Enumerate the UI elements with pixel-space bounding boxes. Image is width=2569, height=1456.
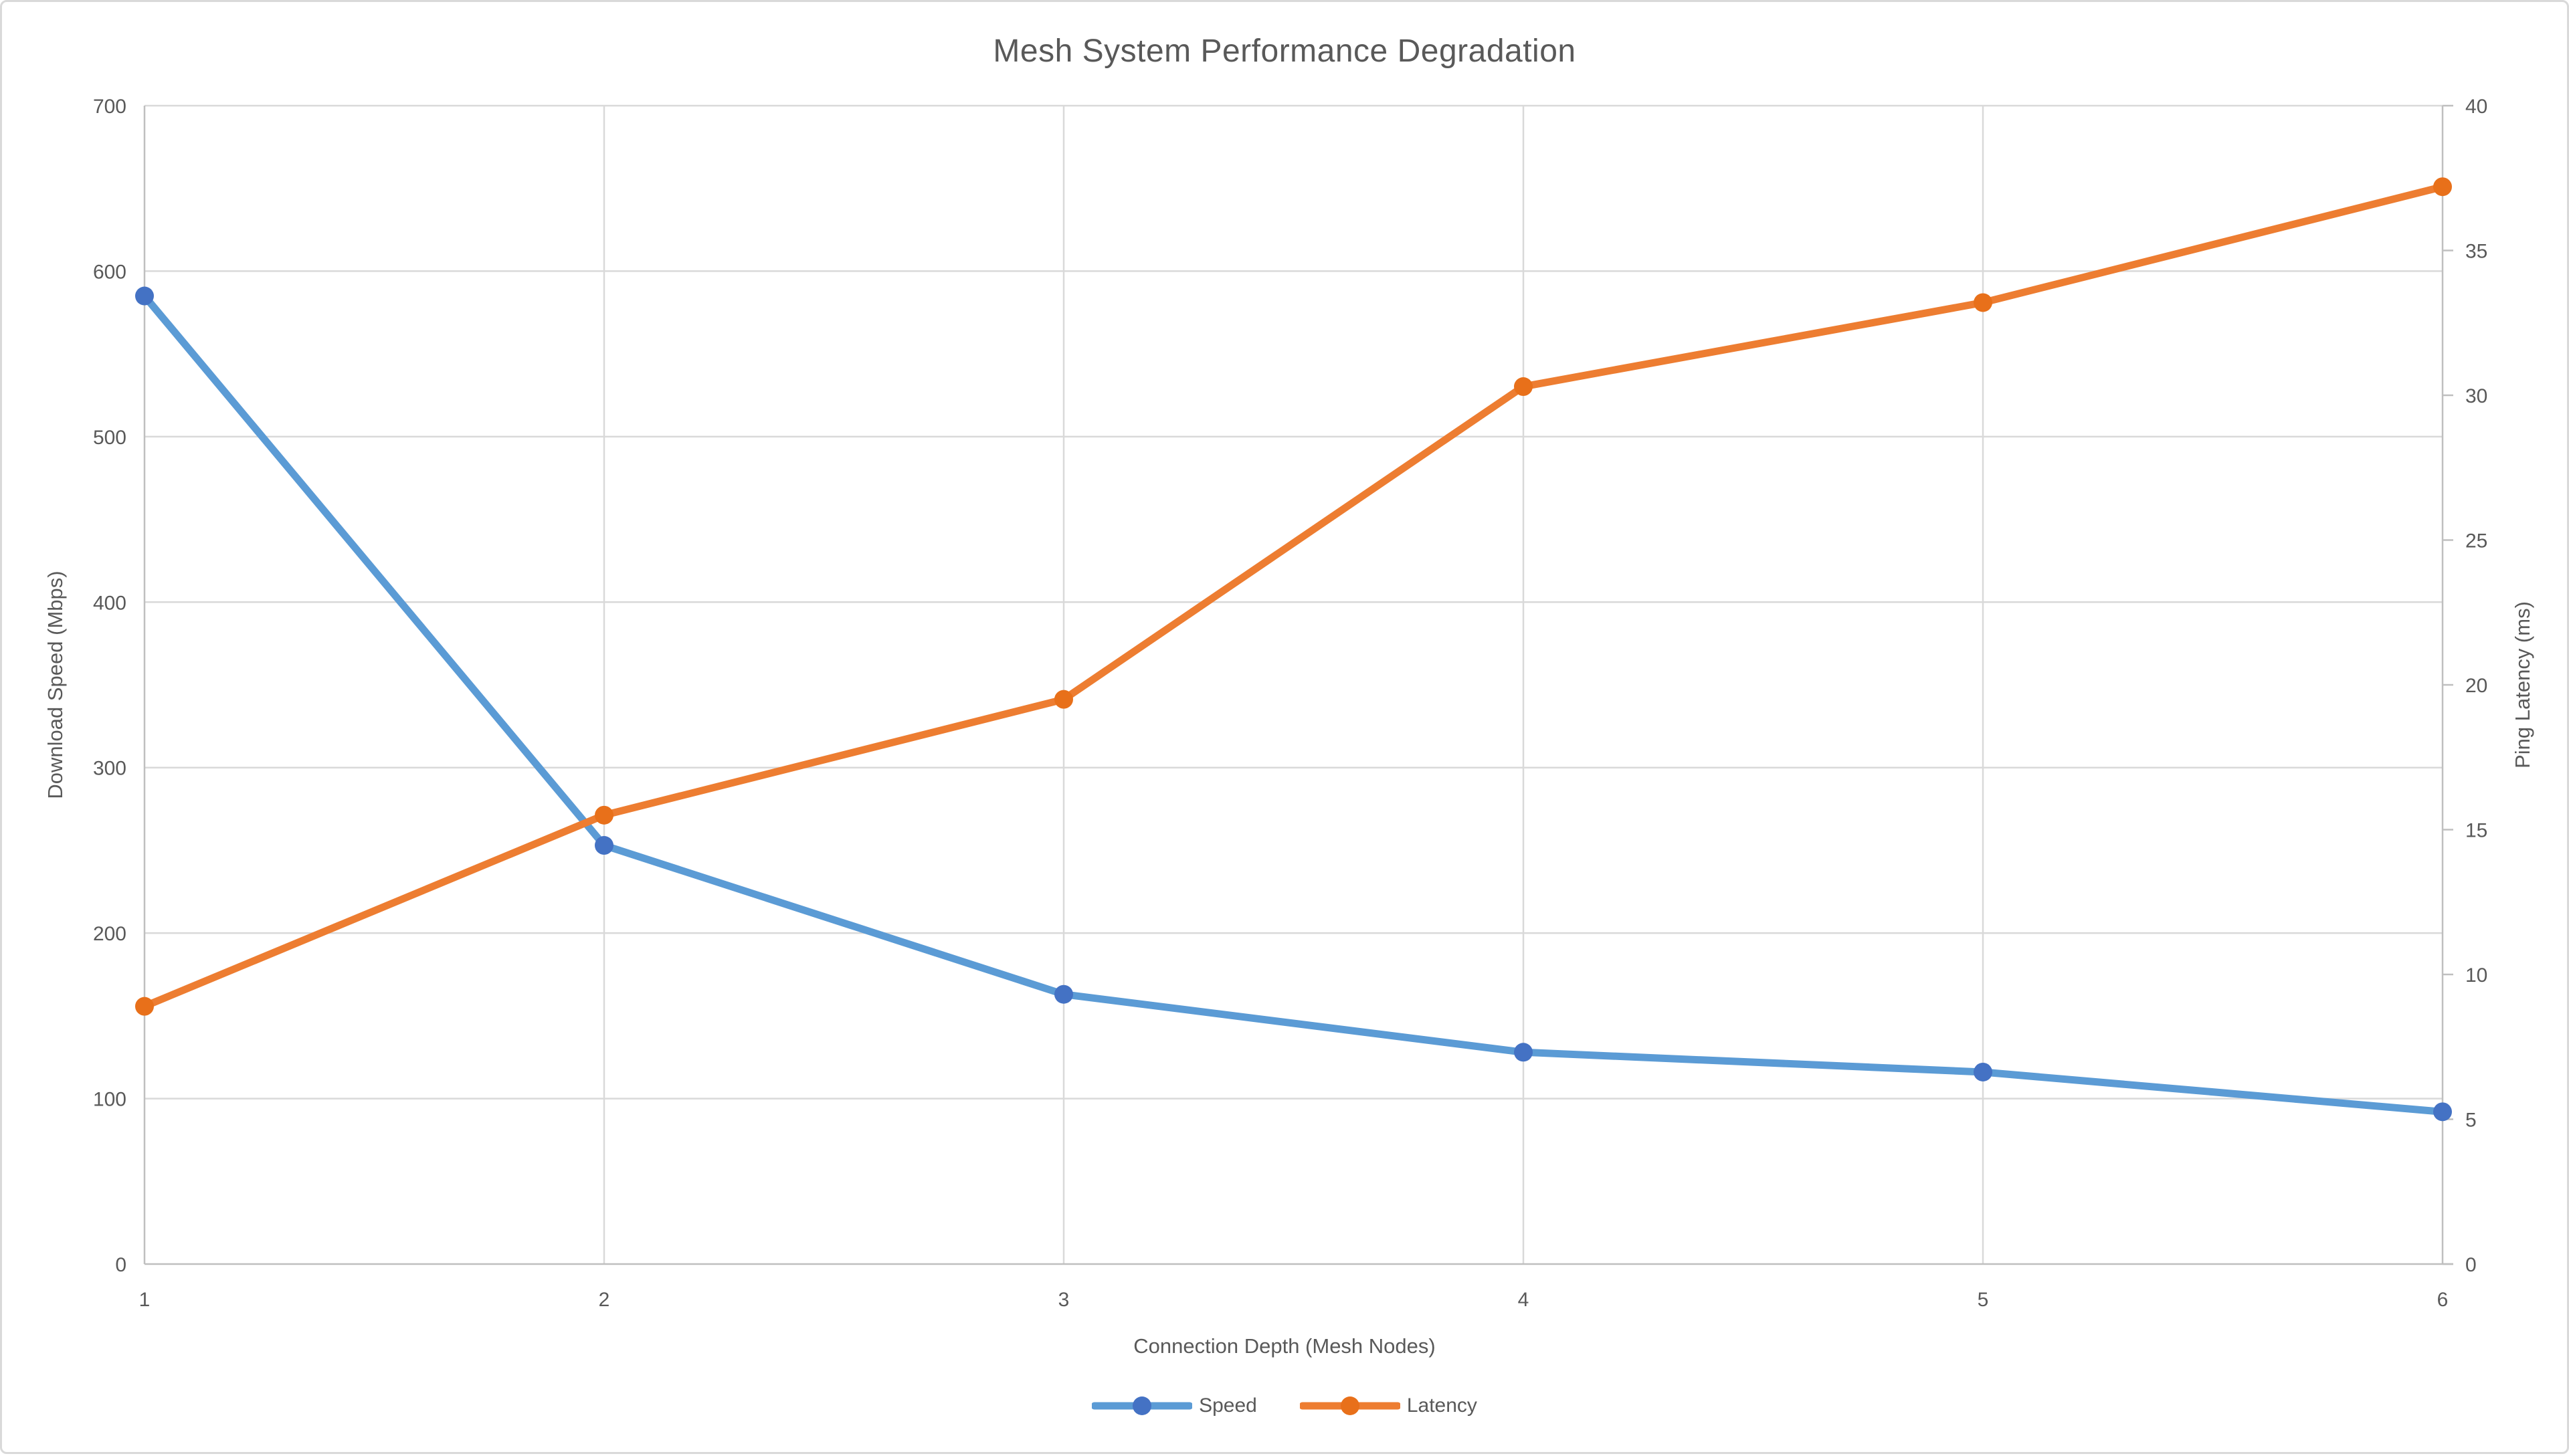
latency-point-4 bbox=[1514, 377, 1533, 397]
x-tick-label: 5 bbox=[1978, 1289, 1989, 1311]
speed-point-1 bbox=[135, 286, 154, 306]
speed-point-2 bbox=[595, 836, 613, 855]
y-left-tick-label: 600 bbox=[93, 261, 126, 283]
speed-series-line bbox=[140, 292, 2447, 1116]
y-left-tick-label: 100 bbox=[93, 1089, 126, 1111]
legend-item-speed: Speed bbox=[1092, 1394, 1257, 1417]
x-tick-label: 4 bbox=[1518, 1289, 1529, 1311]
legend-label-speed: Speed bbox=[1199, 1394, 1257, 1417]
x-tick-label: 3 bbox=[1058, 1289, 1070, 1311]
y-axis-title-right: Ping Latency (ms) bbox=[2511, 601, 2534, 768]
x-tick-label: 2 bbox=[599, 1289, 610, 1311]
latency-point-2 bbox=[595, 805, 613, 825]
y-right-tick-label: 20 bbox=[2465, 675, 2487, 697]
y-left-tick-label: 500 bbox=[93, 427, 126, 449]
speed-point-3 bbox=[1054, 984, 1073, 1004]
latency-point-1 bbox=[135, 997, 154, 1016]
latency-legend-swatch bbox=[1299, 1396, 1400, 1415]
y-right-tick-label: 35 bbox=[2465, 241, 2487, 263]
chart-legend: Speed Latency bbox=[2, 1394, 2567, 1417]
y-right-tick-label: 25 bbox=[2465, 530, 2487, 552]
legend-label-latency: Latency bbox=[1406, 1394, 1477, 1417]
y-right-tick-label: 5 bbox=[2465, 1110, 2477, 1132]
y-right-tick-label: 15 bbox=[2465, 820, 2487, 842]
y-left-tick-label: 300 bbox=[93, 758, 126, 780]
latency-point-6 bbox=[2433, 177, 2452, 197]
speed-point-4 bbox=[1514, 1043, 1533, 1062]
y-left-tick-label: 400 bbox=[93, 592, 126, 614]
y-right-tick-label: 10 bbox=[2465, 964, 2487, 986]
y-left-tick-label: 200 bbox=[93, 923, 126, 945]
latency-series-line bbox=[140, 183, 2447, 1011]
y-right-tick-label: 40 bbox=[2465, 96, 2487, 118]
latency-point-5 bbox=[1974, 293, 1992, 312]
legend-item-latency: Latency bbox=[1299, 1394, 1477, 1417]
speed-legend-swatch bbox=[1092, 1396, 1193, 1415]
speed-point-5 bbox=[1974, 1062, 1992, 1081]
x-tick-label: 6 bbox=[2437, 1289, 2449, 1311]
x-tick-label: 1 bbox=[139, 1289, 151, 1311]
speed-point-6 bbox=[2433, 1102, 2452, 1122]
latency-point-3 bbox=[1054, 690, 1073, 709]
y-left-tick-label: 700 bbox=[93, 96, 126, 118]
chart-title: Mesh System Performance Degradation bbox=[993, 33, 1576, 69]
x-axis-title: Connection Depth (Mesh Nodes) bbox=[1133, 1334, 1436, 1358]
y-right-tick-label: 30 bbox=[2465, 385, 2487, 407]
y-axis-title-left: Download Speed (Mbps) bbox=[43, 570, 67, 799]
y-right-tick-label: 0 bbox=[2465, 1254, 2477, 1276]
y-left-tick-label: 0 bbox=[115, 1254, 126, 1276]
